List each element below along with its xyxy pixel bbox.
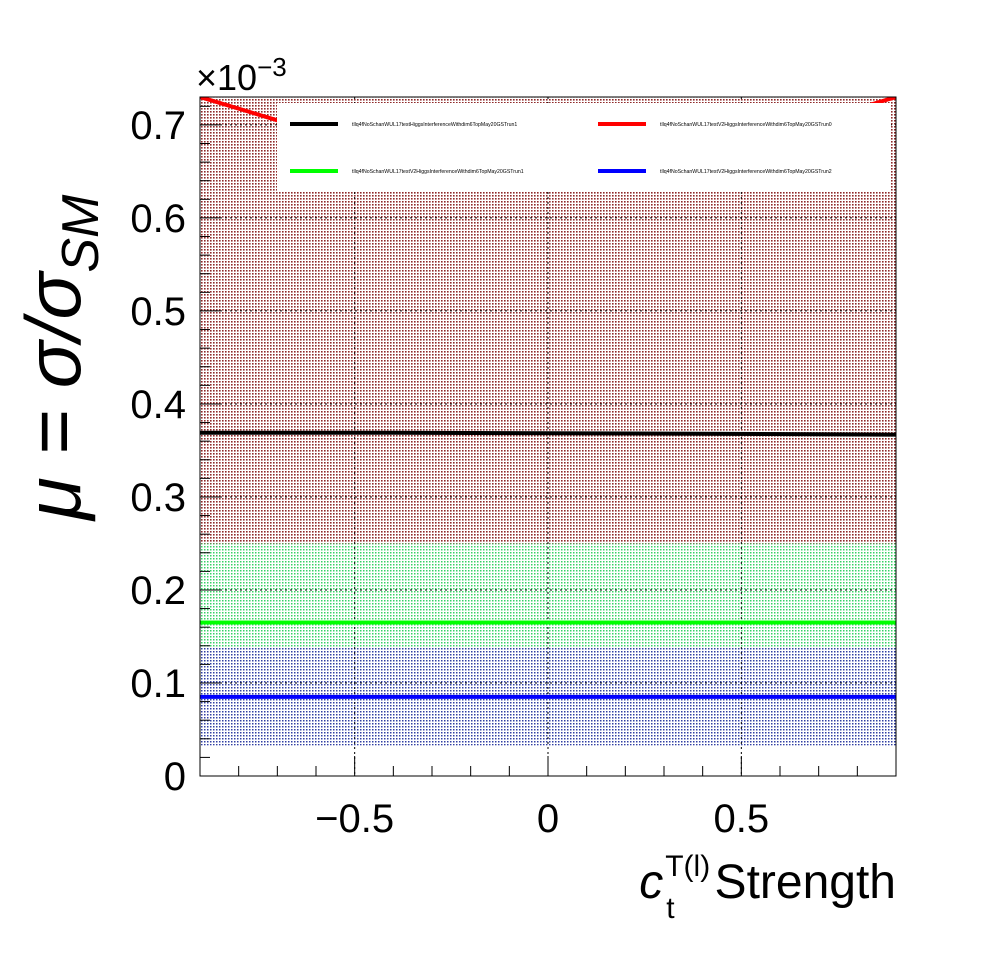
- band-3: [200, 543, 896, 648]
- legend: tllq4fNoSchanWUL17testHiggsInterferenceW…: [277, 103, 891, 192]
- y-tick-label: 0.1: [130, 662, 186, 706]
- x-axis-title-sup: T(l): [665, 850, 710, 883]
- y-tick-label: 0.6: [130, 197, 186, 241]
- series-line-1: [200, 430, 896, 437]
- x-axis-title-text: Strength: [715, 856, 896, 909]
- y-tick-label: 0: [164, 755, 186, 799]
- y-axis-title-sub: SM: [52, 194, 110, 273]
- legend-label-1: tllq4fNoSchanWUL17testHiggsInterferenceW…: [352, 122, 517, 128]
- legend-label-3: tllq4fNoSchanWUL17testV2HiggsInterferenc…: [352, 169, 524, 175]
- y-exponent-power: −3: [257, 52, 287, 82]
- axis-ticks: [199, 105, 897, 777]
- y-tick-label: 0.7: [130, 104, 186, 148]
- legend-label-2: tllq4fNoSchanWUL17testV2HiggsInterferenc…: [660, 122, 832, 128]
- y-tick-label: 0.4: [130, 383, 186, 427]
- y-tick-label: 0.5: [130, 290, 186, 334]
- axis-tick-labels: −0.5 0 0.5 0 0.1 0.2 0.3 0.4 0.5 0.6 0.7: [130, 104, 769, 841]
- x-tick-label: −0.5: [315, 797, 394, 841]
- x-tick-label: 0.5: [714, 797, 770, 841]
- legend-label-4: tllq4fNoSchanWUL17testV2HiggsInterferenc…: [660, 169, 832, 175]
- y-tick-label: 0.3: [130, 476, 186, 520]
- x-axis-title-sub: t: [666, 892, 675, 925]
- y-exponent-label: ×10−3: [196, 52, 287, 98]
- x-tick-label: 0: [537, 797, 559, 841]
- y-tick-label: 0.2: [130, 569, 186, 613]
- legend-box: [277, 103, 891, 192]
- x-axis-title: cT(l) t Strength: [639, 850, 896, 925]
- y-axis-title: μ = σ/σSM: [9, 194, 110, 522]
